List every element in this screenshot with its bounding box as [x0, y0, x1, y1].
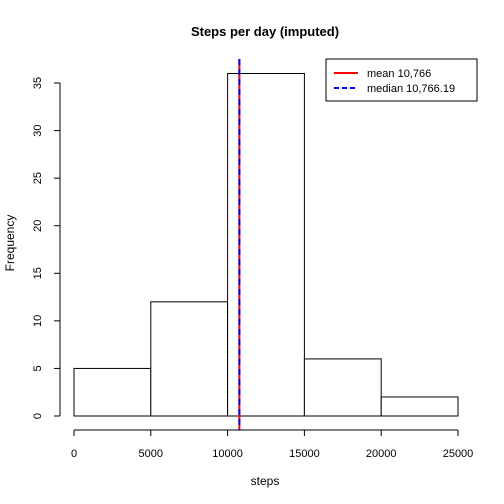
x-tick-label: 15000	[289, 448, 320, 460]
histogram-bar-4	[380, 396, 459, 417]
chart-title: Steps per day (imputed)	[191, 24, 339, 39]
y-tick-label: 5	[32, 365, 44, 371]
y-tick-label: 15	[32, 267, 44, 279]
y-tick-label: 20	[32, 220, 44, 232]
histogram-bar-2	[227, 72, 305, 417]
x-axis: 0 5000 10000 15000 20000 25000	[71, 429, 474, 460]
y-tick-label: 25	[32, 172, 44, 184]
y-tick-label: 30	[32, 124, 44, 136]
x-tick-label: 5000	[139, 448, 163, 460]
y-tick-label: 10	[32, 315, 44, 327]
y-tick-label: 0	[32, 413, 44, 419]
histogram-bar-1	[150, 301, 229, 417]
y-axis-label: Frequency	[3, 215, 17, 272]
y-tick-label: 35	[32, 77, 44, 89]
bars-group	[73, 72, 459, 417]
legend-label-0: mean 10,766	[367, 68, 431, 80]
legend-label-1: median 10,766.19	[367, 83, 455, 95]
x-tick-label: 25000	[443, 448, 474, 460]
legend: mean 10,766 median 10,766.19	[325, 58, 478, 102]
x-tick-label: 10000	[212, 448, 243, 460]
y-axis: 0 5 10 15 20 25 30 35	[32, 77, 61, 419]
x-tick-label: 20000	[366, 448, 397, 460]
histogram-bar-3	[303, 358, 382, 417]
x-axis-label: steps	[251, 474, 280, 488]
histogram-bar-0	[73, 367, 152, 417]
legend-box	[325, 58, 478, 102]
x-tick-label: 0	[71, 448, 77, 460]
